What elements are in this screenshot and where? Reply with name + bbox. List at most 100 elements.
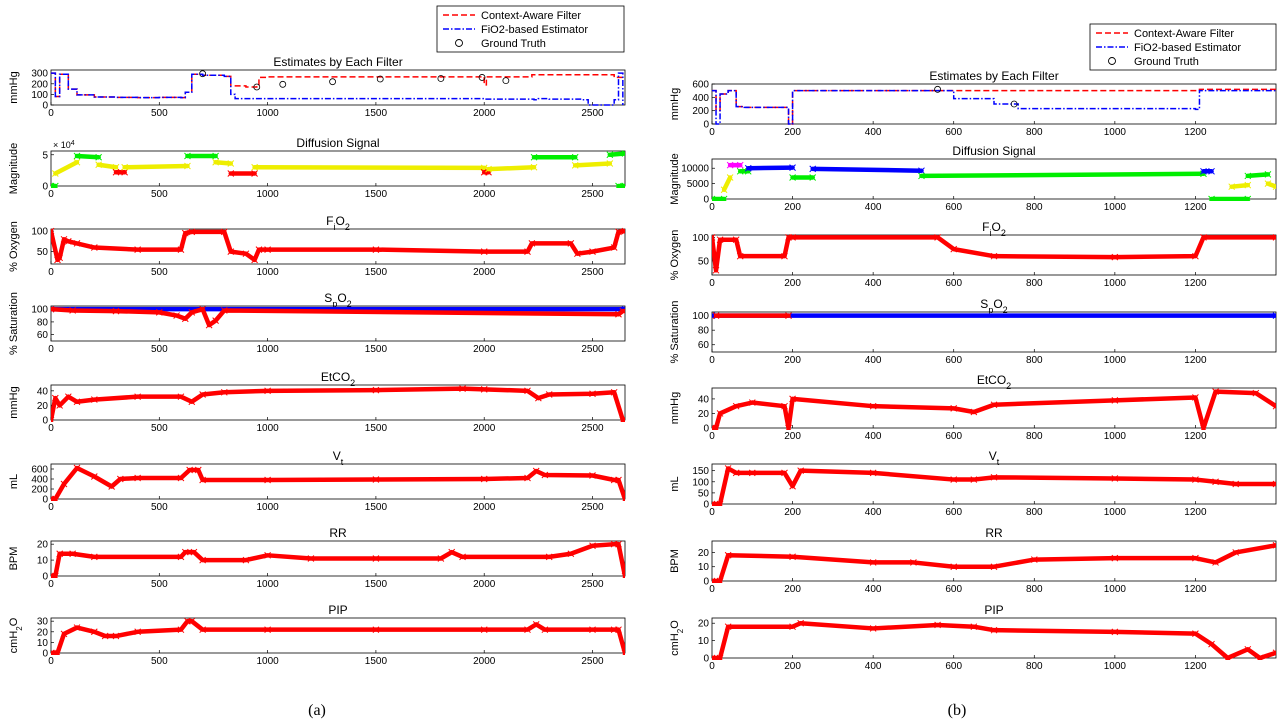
data-point [459,385,466,392]
data-point [188,228,196,236]
y-tick-label: 10 [698,562,710,573]
data-point [1232,549,1240,556]
y-tick-label: 100 [692,311,709,322]
data-trace-yellow [572,161,613,168]
data-point [448,548,456,556]
caption-b: (b) [947,702,967,719]
data-point [251,256,258,264]
data-point [112,163,120,171]
data-point [809,165,817,173]
plot-area [712,312,1276,319]
data-point [869,469,877,477]
data-point [73,240,81,247]
data-point [1252,389,1260,397]
x-tick-label: 1000 [1104,507,1127,518]
data-point [1212,559,1219,566]
subplot-title: Diffusion Signal [296,136,379,150]
data-point [809,174,817,181]
data-point [437,555,445,562]
x-tick-label: 2000 [473,189,496,200]
data-point [524,387,531,395]
data-point [918,172,925,180]
data-point [56,402,64,409]
subplot-title: FiO2 [326,214,350,232]
plot-frame [50,305,626,342]
x-tick-label: 0 [709,278,715,289]
data-point [950,405,958,412]
data-point [732,469,740,477]
data-point [73,464,81,472]
data-point [134,393,141,401]
data-point [134,628,141,636]
data-point [545,553,553,561]
data-point [220,388,228,396]
data-point [54,649,61,655]
x-tick-label: 1000 [1104,202,1127,213]
data-point [571,153,579,161]
subplot-title: FiO2 [982,220,1006,238]
data-point [255,246,263,253]
data-trace-yellow [213,160,234,166]
x-tick-label: 200 [784,355,801,366]
data-point [606,151,614,159]
data-point [950,563,958,571]
y-tick-label: 100 [31,305,48,316]
x-tick-label: 800 [1026,431,1043,442]
x-tick-label: 0 [48,108,54,119]
data-point [621,416,625,422]
data-trace-red [712,466,1276,506]
subplot-title: Estimates by Each Filter [929,69,1058,83]
x-tick-label: 400 [865,584,882,595]
data-point [970,408,978,416]
y-tick-label: 10 [37,638,49,649]
plot-frame [711,83,1277,125]
x-tick-label: 0 [48,267,54,278]
data-point [724,551,732,559]
data-point [736,167,744,175]
data-trace-red [51,306,625,328]
y-tick-label: 40 [37,386,49,397]
data-point [51,416,55,422]
data-point [797,467,804,475]
data-point [220,228,228,236]
data-point [615,228,622,236]
x-tick-label: 800 [1026,661,1043,672]
data-trace-blue [810,166,924,173]
data-point [535,394,542,402]
x-tick-label: 400 [865,507,882,518]
x-tick-label: 1500 [365,267,388,278]
legend-label: Ground Truth [1134,56,1199,68]
data-point [1272,541,1276,549]
data-point [51,182,59,188]
data-point [918,167,925,175]
x-tick-label: 2000 [473,656,496,667]
data-point [372,476,380,483]
data-trace-yellow [721,175,733,193]
y-tick-label: 0 [703,577,709,588]
subplot-title: RR [985,526,1003,540]
y-axis-label: % Oxygen [669,230,681,281]
y-axis-label: mmHg [669,88,681,120]
data-point [571,162,579,169]
x-tick-label: 1000 [1104,584,1127,595]
data-point [227,248,235,256]
x-tick-label: 1500 [365,579,388,590]
data-point [1272,402,1276,410]
legend-label: Ground Truth [481,38,546,50]
x-tick-label: 2000 [473,502,496,513]
data-point [199,476,206,484]
data-point [1272,649,1276,657]
plot-area [51,305,625,329]
x-tick-label: 600 [945,507,962,518]
data-trace-yellow [1229,182,1251,189]
plot-frame [711,617,1277,659]
data-point [573,250,581,258]
data-point [1272,480,1276,488]
data-point [90,553,98,561]
subplot-title: PIP [328,603,347,617]
x-tick-label: 1000 [256,656,279,667]
y-tick-label: 80 [698,326,710,337]
x-tick-label: 1200 [1184,431,1207,442]
data-point [51,495,59,501]
y-tick-label: 0 [42,101,48,112]
